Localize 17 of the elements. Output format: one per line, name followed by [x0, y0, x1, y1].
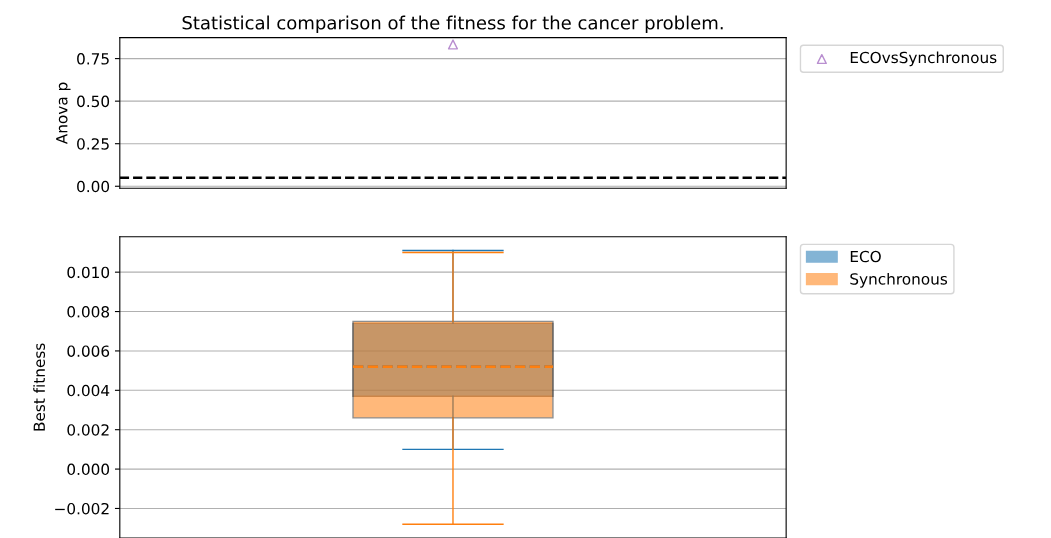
- legend-label: Synchronous: [850, 272, 948, 288]
- y-tick-label: 0.75: [77, 53, 109, 65]
- y-tick-label: 0.002: [67, 424, 109, 436]
- y-tick-label: 0.000: [67, 463, 110, 476]
- y-axis-title: Best fitness: [33, 343, 46, 431]
- chart-title: Statistical comparison of the fitness for the cancer problem.: [182, 15, 723, 34]
- y-tick-label: 0.006: [67, 345, 110, 357]
- legend-label: ECOvsSynchronous: [850, 51, 997, 67]
- y-tick-label: 0.004: [67, 384, 110, 397]
- y-tick-label: 0.010: [67, 266, 110, 279]
- legend-label: ECO: [850, 250, 881, 263]
- y-axis-title: Anova p: [56, 82, 71, 145]
- y-tick-label: 0.00: [77, 180, 110, 193]
- y-tick-label: 0.008: [67, 306, 110, 318]
- y-tick-label: 0.25: [77, 138, 109, 150]
- y-tick-label: 0.50: [77, 95, 110, 108]
- y-tick-label: −0.002: [55, 502, 109, 515]
